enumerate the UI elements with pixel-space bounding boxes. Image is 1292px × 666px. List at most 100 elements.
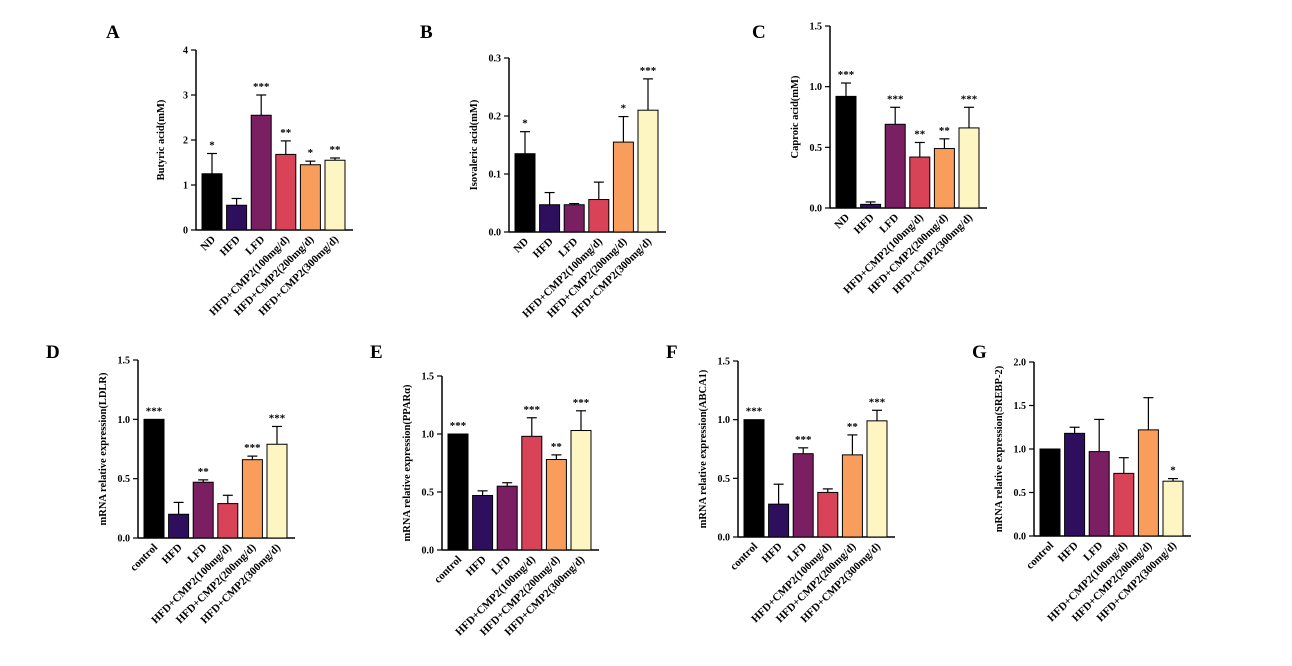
y-tick-label: 0.5 bbox=[718, 474, 731, 485]
significance-marker: * bbox=[522, 118, 528, 130]
significance-marker: ** bbox=[914, 128, 926, 140]
category-label: HFD bbox=[852, 212, 877, 237]
significance-marker: ** bbox=[280, 127, 292, 139]
y-tick-label: 1.0 bbox=[718, 415, 731, 426]
y-tick-label: 0.5 bbox=[422, 488, 435, 499]
bar-e-0 bbox=[447, 433, 469, 551]
bar-b-0 bbox=[514, 153, 536, 233]
significance-marker: * bbox=[621, 103, 627, 115]
bar-g-1 bbox=[1064, 432, 1086, 537]
y-tick-label: 0.2 bbox=[489, 112, 502, 123]
y-tick-label: 1.5 bbox=[422, 372, 435, 383]
y-axis-label: mRNA relative expression(PPARα) bbox=[402, 384, 413, 541]
bar-d-1 bbox=[168, 513, 190, 539]
y-tick-label: 0.5 bbox=[810, 143, 823, 154]
bar-b-4 bbox=[612, 141, 634, 233]
bar-e-1 bbox=[472, 494, 494, 551]
bar-c-3 bbox=[909, 156, 931, 209]
significance-marker: *** bbox=[869, 396, 886, 408]
y-tick-label: 2 bbox=[183, 136, 188, 147]
bar-f-4 bbox=[841, 454, 863, 538]
category-label: HFD bbox=[531, 236, 556, 261]
bar-f-5 bbox=[866, 420, 888, 538]
y-axis-label: Caproic acid(mM) bbox=[790, 75, 801, 158]
significance-marker: ** bbox=[847, 421, 859, 433]
y-axis-label: mRNA relative expression(ABCA1) bbox=[698, 369, 709, 528]
y-tick-label: 1.0 bbox=[118, 415, 131, 426]
bar-c-4 bbox=[933, 148, 955, 209]
bar-b-2 bbox=[563, 204, 585, 233]
bar-c-2 bbox=[884, 123, 906, 209]
bar-e-3 bbox=[521, 435, 543, 551]
bar-d-0 bbox=[143, 418, 165, 539]
y-tick-label: 0.0 bbox=[422, 546, 435, 557]
bar-g-3 bbox=[1113, 472, 1135, 537]
y-tick-label: 0.0 bbox=[118, 534, 131, 545]
panel-label: C bbox=[752, 22, 766, 43]
significance-marker: *** bbox=[146, 405, 163, 417]
bar-e-4 bbox=[545, 459, 567, 551]
category-label: control bbox=[1024, 540, 1056, 572]
significance-marker: *** bbox=[640, 65, 657, 77]
panel-label: A bbox=[106, 22, 120, 43]
y-tick-label: 0 bbox=[183, 226, 188, 237]
y-tick-label: 3 bbox=[183, 91, 188, 102]
panel-label: B bbox=[420, 22, 433, 43]
y-tick-label: 1.0 bbox=[1014, 445, 1027, 456]
y-tick-label: 0.0 bbox=[1014, 532, 1027, 543]
category-label: control bbox=[728, 541, 760, 573]
panel-d: D 0.0 0.5 1.0 1.5 mRNA relative expression(LD… bbox=[46, 342, 295, 626]
y-tick-label: 0.3 bbox=[489, 54, 502, 65]
bar-a-4 bbox=[299, 164, 321, 231]
significance-marker: *** bbox=[573, 397, 590, 409]
significance-marker: * bbox=[308, 147, 314, 159]
panel-g: G 0.0 0.5 1.0 1.5 2.0 mRNA relative expression… bbox=[972, 342, 1191, 624]
category-label: HFD bbox=[760, 541, 785, 566]
category-label: ND bbox=[832, 212, 852, 232]
bar-a-5 bbox=[324, 159, 346, 231]
significance-marker: *** bbox=[887, 93, 904, 105]
bar-a-3 bbox=[275, 153, 297, 231]
bar-e-5 bbox=[570, 430, 592, 551]
bar-c-0 bbox=[835, 95, 857, 209]
bar-g-2 bbox=[1088, 451, 1110, 537]
significance-marker: ** bbox=[939, 125, 951, 137]
y-tick-label: 1.5 bbox=[118, 356, 131, 367]
category-label: control bbox=[128, 542, 160, 574]
y-tick-label: 0.1 bbox=[489, 170, 502, 181]
bar-d-2 bbox=[192, 481, 214, 539]
significance-marker: *** bbox=[795, 434, 812, 446]
bar-d-3 bbox=[217, 503, 239, 539]
category-label: HFD bbox=[218, 234, 243, 259]
panel-label: D bbox=[46, 342, 60, 363]
y-axis-label: Isovaleric acid(mM) bbox=[469, 99, 480, 190]
bar-c-5 bbox=[958, 127, 980, 209]
bar-g-5 bbox=[1162, 480, 1184, 537]
y-tick-label: 1.0 bbox=[422, 430, 435, 441]
bar-a-1 bbox=[226, 204, 248, 231]
category-label: HFD bbox=[160, 542, 185, 567]
bar-f-1 bbox=[768, 503, 790, 538]
significance-marker: *** bbox=[450, 420, 467, 432]
y-tick-label: 0.0 bbox=[718, 533, 731, 544]
category-label: HFD bbox=[464, 554, 489, 579]
significance-marker: ** bbox=[198, 466, 210, 478]
panel-f: F 0.0 0.5 1.0 1.5 mRNA relative expression(AB… bbox=[666, 342, 895, 625]
y-tick-label: 1.5 bbox=[1014, 401, 1027, 412]
significance-marker: *** bbox=[746, 406, 763, 418]
bar-c-1 bbox=[860, 203, 882, 209]
bar-a-0 bbox=[201, 173, 223, 231]
bar-b-1 bbox=[539, 204, 561, 233]
bar-g-0 bbox=[1039, 448, 1061, 537]
bar-b-5 bbox=[637, 109, 659, 233]
y-tick-label: 0.0 bbox=[489, 228, 502, 239]
panel-e: E 0.0 0.5 1.0 1.5 mRNA relative expression(PP… bbox=[370, 342, 599, 638]
y-tick-label: 0.5 bbox=[1014, 488, 1027, 499]
significance-marker: *** bbox=[524, 404, 541, 416]
category-label: ND bbox=[511, 236, 531, 256]
significance-marker: * bbox=[209, 140, 215, 152]
